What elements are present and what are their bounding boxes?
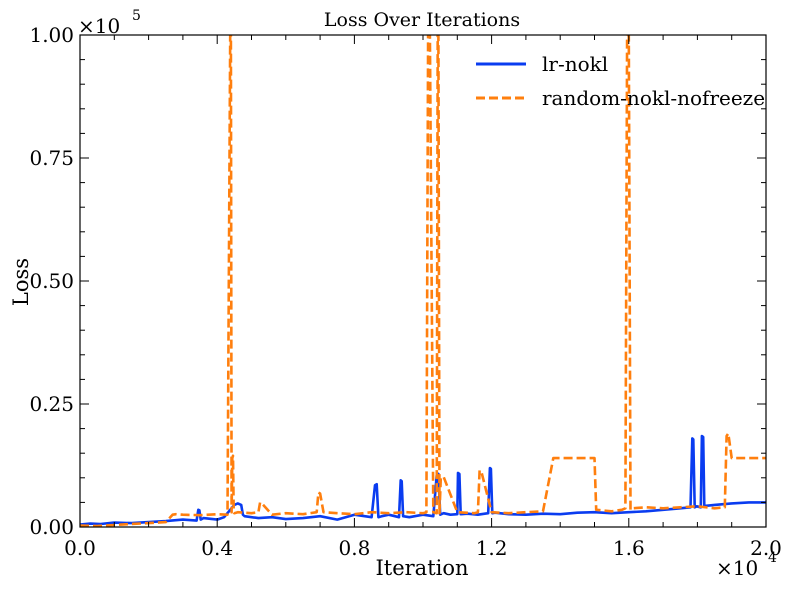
y-tick-label: 0.25 [29,392,74,416]
legend-label-lr-nokl: lr-nokl [542,52,608,76]
svg-text:5: 5 [132,8,141,24]
chart-title: Loss Over Iterations [324,9,520,31]
x-tick-label: 0.4 [201,536,233,560]
svg-text:×10: ×10 [78,14,120,38]
x-tick-label: 2.0 [750,536,782,560]
legend-label-random-nokl-nofreeze: random-nokl-nofreeze [542,86,765,110]
x-tick-label: 1.6 [613,536,645,560]
svg-text:×10: ×10 [716,556,758,580]
x-multiplier: ×10 4 [716,550,777,580]
series-layer [80,35,766,527]
y-tick-label: 0.00 [29,515,74,539]
svg-text:4: 4 [768,550,777,566]
x-tick-label: 0.0 [64,536,96,560]
legend: lr-nokl random-nokl-nofreeze [476,52,765,110]
x-tick-label: 1.2 [476,536,508,560]
series-line-lr-nokl [80,434,766,526]
y-multiplier: ×10 5 [78,8,141,38]
y-tick-label: 1.00 [29,23,74,47]
x-tick-label: 0.8 [338,536,370,560]
x-axis-label: Iteration [375,556,468,580]
y-axis-label: Loss [9,258,33,306]
ticks-layer: 0.0 0.4 0.8 1.2 1.6 2.0 0.00 0.25 0.50 0.75 1.00 [29,23,781,560]
y-tick-label: 0.75 [29,146,74,170]
y-tick-label: 0.50 [29,269,74,293]
